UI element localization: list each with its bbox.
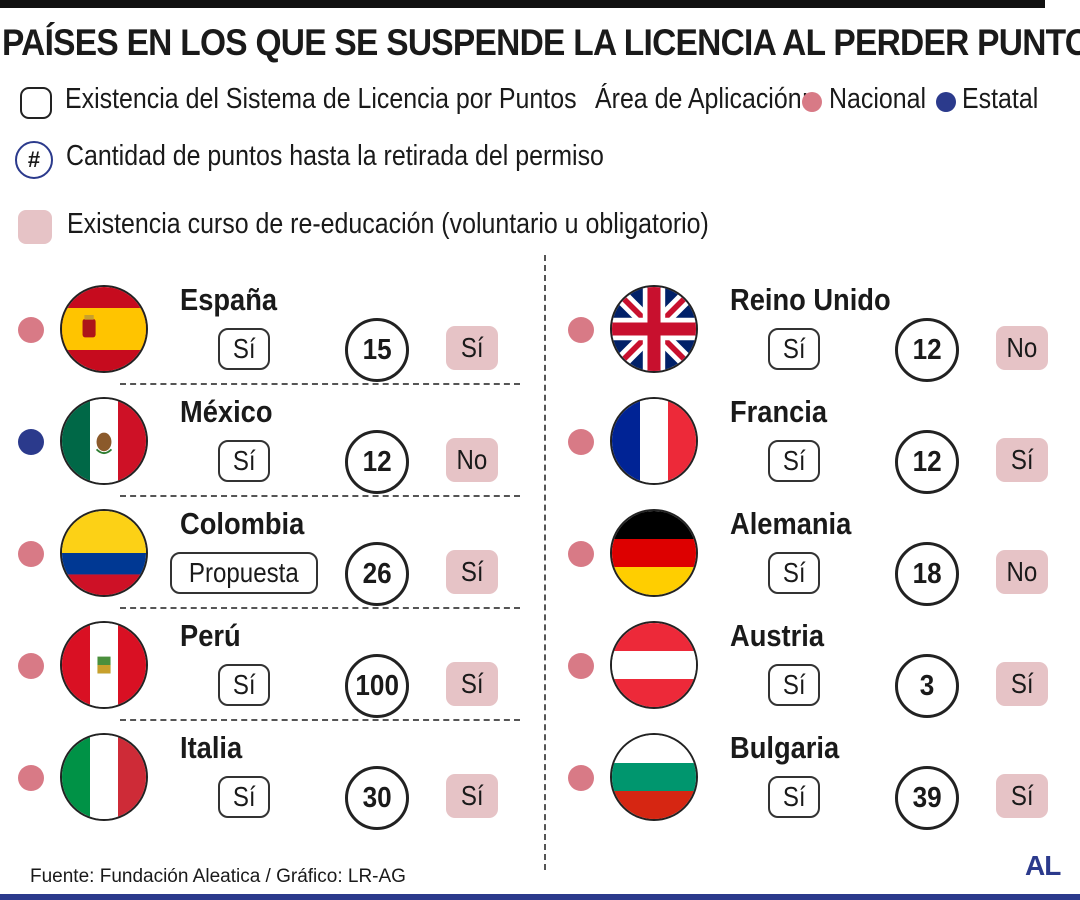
row-separator (120, 719, 520, 721)
curso-badge: No (996, 326, 1048, 370)
sistema-badge: Sí (768, 776, 820, 818)
country-row-austria: Austria Sí 3 Sí (550, 606, 1080, 718)
curso-badge: Sí (996, 438, 1048, 482)
row-separator (120, 607, 520, 609)
germany-flag-icon (610, 509, 698, 597)
puntos-circle: 3 (895, 654, 959, 718)
sistema-badge: Sí (218, 664, 270, 706)
sistema-badge: Sí (218, 440, 270, 482)
puntos-circle: 12 (895, 430, 959, 494)
legend-curso-box (18, 210, 52, 244)
curso-badge: Sí (446, 774, 498, 818)
puntos-circle: 15 (345, 318, 409, 382)
country-name: Alemania (730, 506, 852, 541)
uk-flag-icon (610, 285, 698, 373)
legend-sistema-text: Existencia del Sistema de Licencia por P… (65, 83, 577, 115)
puntos-circle: 12 (895, 318, 959, 382)
column-divider (544, 255, 546, 870)
sistema-badge: Sí (768, 440, 820, 482)
legend-nacional-dot (802, 92, 822, 112)
austria-flag-icon (610, 621, 698, 709)
curso-badge: No (996, 550, 1048, 594)
country-row-reino-unido: Reino Unido Sí 12 No (550, 270, 1080, 382)
puntos-circle: 30 (345, 766, 409, 830)
legend-nacional-text: Nacional (829, 83, 927, 115)
colombia-flag-icon (60, 509, 148, 597)
country-name: México (180, 394, 273, 429)
curso-badge: No (446, 438, 498, 482)
curso-badge: Sí (996, 774, 1048, 818)
country-name: Bulgaria (730, 730, 840, 765)
legend-curso-text: Existencia curso de re-educación (volunt… (67, 208, 709, 240)
curso-badge: Sí (446, 662, 498, 706)
area-dot (18, 765, 44, 791)
brand-logo: AL (1025, 850, 1061, 881)
legend-puntos-text: Cantidad de puntos hasta la retirada del… (66, 140, 604, 172)
puntos-circle: 18 (895, 542, 959, 606)
puntos-circle: 12 (345, 430, 409, 494)
country-name: Colombia (180, 506, 305, 541)
curso-badge: Sí (446, 550, 498, 594)
top-rule (0, 0, 1045, 8)
area-dot (18, 653, 44, 679)
country-row-alemania: Alemania Sí 18 No (550, 494, 1080, 606)
country-row-espana: España Sí 15 Sí (0, 270, 540, 385)
country-name: Francia (730, 394, 828, 429)
source-footer: Fuente: Fundación Aleatica / Gráfico: LR… (30, 866, 406, 887)
country-row-francia: Francia Sí 12 Sí (550, 382, 1080, 494)
italy-flag-icon (60, 733, 148, 821)
france-flag-icon (610, 397, 698, 485)
page-title: PAÍSES EN LOS QUE SE SUSPENDE LA LICENCI… (2, 22, 1080, 63)
curso-badge: Sí (996, 662, 1048, 706)
puntos-circle: 39 (895, 766, 959, 830)
area-dot (568, 541, 594, 567)
bulgaria-flag-icon (610, 733, 698, 821)
peru-flag-icon (60, 621, 148, 709)
country-name: Italia (180, 730, 243, 765)
area-dot (18, 429, 44, 455)
country-name: Austria (730, 618, 824, 653)
row-separator (120, 495, 520, 497)
country-name: España (180, 282, 278, 317)
legend-sistema-box (20, 87, 52, 119)
sistema-badge: Sí (218, 328, 270, 370)
country-row-colombia: Colombia Propuesta 26 Sí (0, 494, 540, 609)
country-row-italia: Italia Sí 30 Sí (0, 718, 540, 830)
legend-area-label: Área de Aplicación: (595, 83, 809, 115)
sistema-badge: Propuesta (170, 552, 318, 594)
area-dot (18, 541, 44, 567)
country-row-bulgaria: Bulgaria Sí 39 Sí (550, 718, 1080, 830)
sistema-badge: Sí (768, 664, 820, 706)
curso-badge: Sí (446, 326, 498, 370)
area-dot (568, 765, 594, 791)
puntos-circle: 100 (345, 654, 409, 718)
area-dot (568, 317, 594, 343)
puntos-circle: 26 (345, 542, 409, 606)
country-row-mexico: México Sí 12 No (0, 382, 540, 497)
legend-estatal-dot (936, 92, 956, 112)
country-row-peru: Perú Sí 100 Sí (0, 606, 540, 721)
legend-hash-icon: # (15, 141, 53, 179)
area-dot (568, 653, 594, 679)
sistema-badge: Sí (768, 328, 820, 370)
spain-flag-icon (60, 285, 148, 373)
country-name: Reino Unido (730, 282, 891, 317)
row-separator (120, 383, 520, 385)
sistema-badge: Sí (218, 776, 270, 818)
legend-estatal-text: Estatal (962, 83, 1039, 115)
country-name: Perú (180, 618, 241, 653)
mexico-flag-icon (60, 397, 148, 485)
area-dot (18, 317, 44, 343)
bottom-rule (0, 894, 1080, 900)
area-dot (568, 429, 594, 455)
sistema-badge: Sí (768, 552, 820, 594)
